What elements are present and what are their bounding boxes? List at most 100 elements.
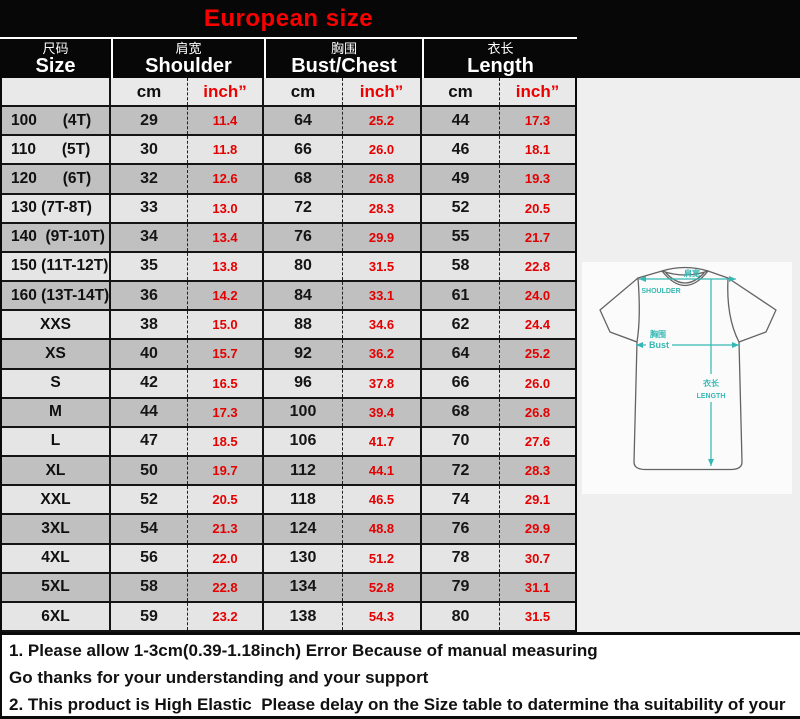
length-inch-cell: 22.8 xyxy=(524,258,551,274)
length-zh-label: 衣长 xyxy=(703,378,720,388)
shoulder-label-zh: 肩宽 xyxy=(175,40,202,56)
shoulder-inch-cell: 13.8 xyxy=(188,252,264,281)
shoulder-inch-cell: 18.5 xyxy=(188,427,264,456)
table-row: S 42 16.5 96 37.8 66 26.0 xyxy=(2,369,575,399)
length-cm-cell: 46 xyxy=(422,136,500,164)
shoulder-cm-cell: 50 xyxy=(111,457,188,485)
bust-cm-cell: 130 xyxy=(264,544,343,572)
bust-inch-cell: 29.9 xyxy=(343,223,422,251)
shoulder-cm-cell: 32 xyxy=(111,165,188,193)
table-row: 160 (13T-14T) 36 14.2 84 33.1 61 24.0 xyxy=(2,282,575,312)
bust-inch-cell: 41.7 xyxy=(343,427,422,456)
length-cm-cell: 55 xyxy=(422,223,500,251)
length-cm-cell: 64 xyxy=(422,340,500,368)
size-cell: 110 (5T) xyxy=(2,136,111,164)
unit-cell-inch: inch” xyxy=(188,78,264,105)
shoulder-cm-cell: 36 xyxy=(111,282,188,310)
length-inch-cell: 29.9 xyxy=(524,521,551,537)
page-title: European size xyxy=(203,4,374,32)
shoulder-inch-cell: 11.8 xyxy=(188,136,264,164)
length-cm-cell: 62 xyxy=(422,311,500,339)
bust-inch-cell: 51.2 xyxy=(343,544,422,572)
length-inch-cell: 24.0 xyxy=(524,288,551,304)
length-inch-cell: 20.5 xyxy=(524,200,551,216)
bust-cm-cell: 84 xyxy=(264,282,343,310)
measurement-lines xyxy=(636,276,739,466)
bust-inch-cell: 31.5 xyxy=(343,252,422,281)
length-label-zh: 衣长 xyxy=(487,40,514,56)
length-inch-cell: 19.3 xyxy=(524,171,551,187)
size-cell: XL xyxy=(2,457,111,485)
bust-cm-cell: 72 xyxy=(264,194,343,222)
tshirt-outline xyxy=(599,266,777,471)
size-cell: M xyxy=(2,398,111,426)
length-cm-cell: 76 xyxy=(422,515,500,543)
shoulder-cm-cell: 47 xyxy=(111,427,188,456)
unit-cell-cm: cm xyxy=(264,78,343,105)
bust-inch-cell: 34.6 xyxy=(343,311,422,339)
length-cm-cell: 78 xyxy=(422,544,500,572)
shoulder-zh-label: 肩宽 xyxy=(684,268,700,278)
bust-inch-cell: 33.1 xyxy=(343,282,422,310)
length-cm-cell: 74 xyxy=(422,486,500,514)
size-table: cm inch” cm inch” cm inch” 100 (4T) 29 11.… xyxy=(0,78,577,633)
bust-cm-cell: 100 xyxy=(264,398,343,426)
length-cm-cell: 44 xyxy=(422,107,500,135)
size-cell: 140 (9T-10T) xyxy=(2,223,111,251)
tshirt-diagram: 肩宽 SHOULDER 胸围 Bust 衣长 LENGTH xyxy=(582,262,792,494)
size-cell: XXL xyxy=(2,486,111,514)
shoulder-inch-cell: 15.7 xyxy=(188,340,264,368)
size-cell: S xyxy=(2,369,111,397)
length-cm-cell: 80 xyxy=(422,602,500,631)
collar-inner xyxy=(665,272,705,284)
table-row: 6XL 59 23.2 138 54.3 80 31.5 xyxy=(2,602,575,633)
shoulder-cm-cell: 40 xyxy=(111,340,188,368)
length-inch-cell: 25.2 xyxy=(524,346,551,362)
size-cell: L xyxy=(2,427,111,456)
shoulder-cm-cell: 33 xyxy=(111,194,188,222)
unit-row: cm inch” cm inch” cm inch” xyxy=(2,78,575,107)
bust-cm-cell: 106 xyxy=(264,427,343,456)
length-cm-cell: 70 xyxy=(422,427,500,456)
length-cm-cell: 61 xyxy=(422,282,500,310)
note-line-2: Go thanks for your understanding and you… xyxy=(9,668,429,687)
shoulder-inch-cell: 20.5 xyxy=(188,486,264,514)
size-cell: 6XL xyxy=(2,602,111,631)
length-cm-cell: 58 xyxy=(422,252,500,281)
size-cell: 130 (7T-8T) xyxy=(2,194,111,222)
shoulder-inch-cell: 14.2 xyxy=(188,282,264,310)
shoulder-cm-cell: 44 xyxy=(111,398,188,426)
table-row: 120 (6T) 32 12.6 68 26.8 49 19.3 xyxy=(2,165,575,195)
bust-cm-cell: 88 xyxy=(264,311,343,339)
bust-inch-cell: 46.5 xyxy=(343,486,422,514)
length-inch-cell: 18.1 xyxy=(524,142,551,158)
shoulder-cm-cell: 54 xyxy=(111,515,188,543)
title-bar: European size xyxy=(0,0,577,37)
shoulder-inch-cell: 11.4 xyxy=(188,107,264,135)
shoulder-cm-cell: 29 xyxy=(111,107,188,135)
bust-inch-cell: 52.8 xyxy=(343,573,422,601)
bust-cm-cell: 80 xyxy=(264,252,343,281)
bust-inch-cell: 26.0 xyxy=(343,136,422,164)
bust-cm-cell: 64 xyxy=(264,107,343,135)
column-header-shoulder: 肩宽 Shoulder xyxy=(111,39,264,78)
shoulder-cm-cell: 38 xyxy=(111,311,188,339)
right-sleeve-seam xyxy=(727,277,740,343)
size-cell: 160 (13T-14T) xyxy=(2,282,111,310)
bust-cm-cell: 92 xyxy=(264,340,343,368)
main-area: cm inch” cm inch” cm inch” 100 (4T) 29 11.… xyxy=(0,78,800,633)
size-cell: XXS xyxy=(2,311,111,339)
bust-inch-cell: 26.8 xyxy=(343,165,422,193)
bust-cm-cell: 68 xyxy=(264,165,343,193)
shoulder-inch-cell: 21.3 xyxy=(188,515,264,543)
shoulder-inch-cell: 16.5 xyxy=(188,369,264,397)
table-row: 4XL 56 22.0 130 51.2 78 30.7 xyxy=(2,544,575,574)
shoulder-inch-cell: 17.3 xyxy=(188,398,264,426)
length-inch-cell: 21.7 xyxy=(524,229,551,245)
bust-inch-cell: 28.3 xyxy=(343,194,422,222)
bust-inch-cell: 25.2 xyxy=(343,107,422,135)
length-inch-cell: 29.1 xyxy=(524,492,551,508)
bust-cm-cell: 134 xyxy=(264,573,343,601)
length-inch-cell: 31.1 xyxy=(524,579,551,595)
bust-inch-cell: 39.4 xyxy=(343,398,422,426)
